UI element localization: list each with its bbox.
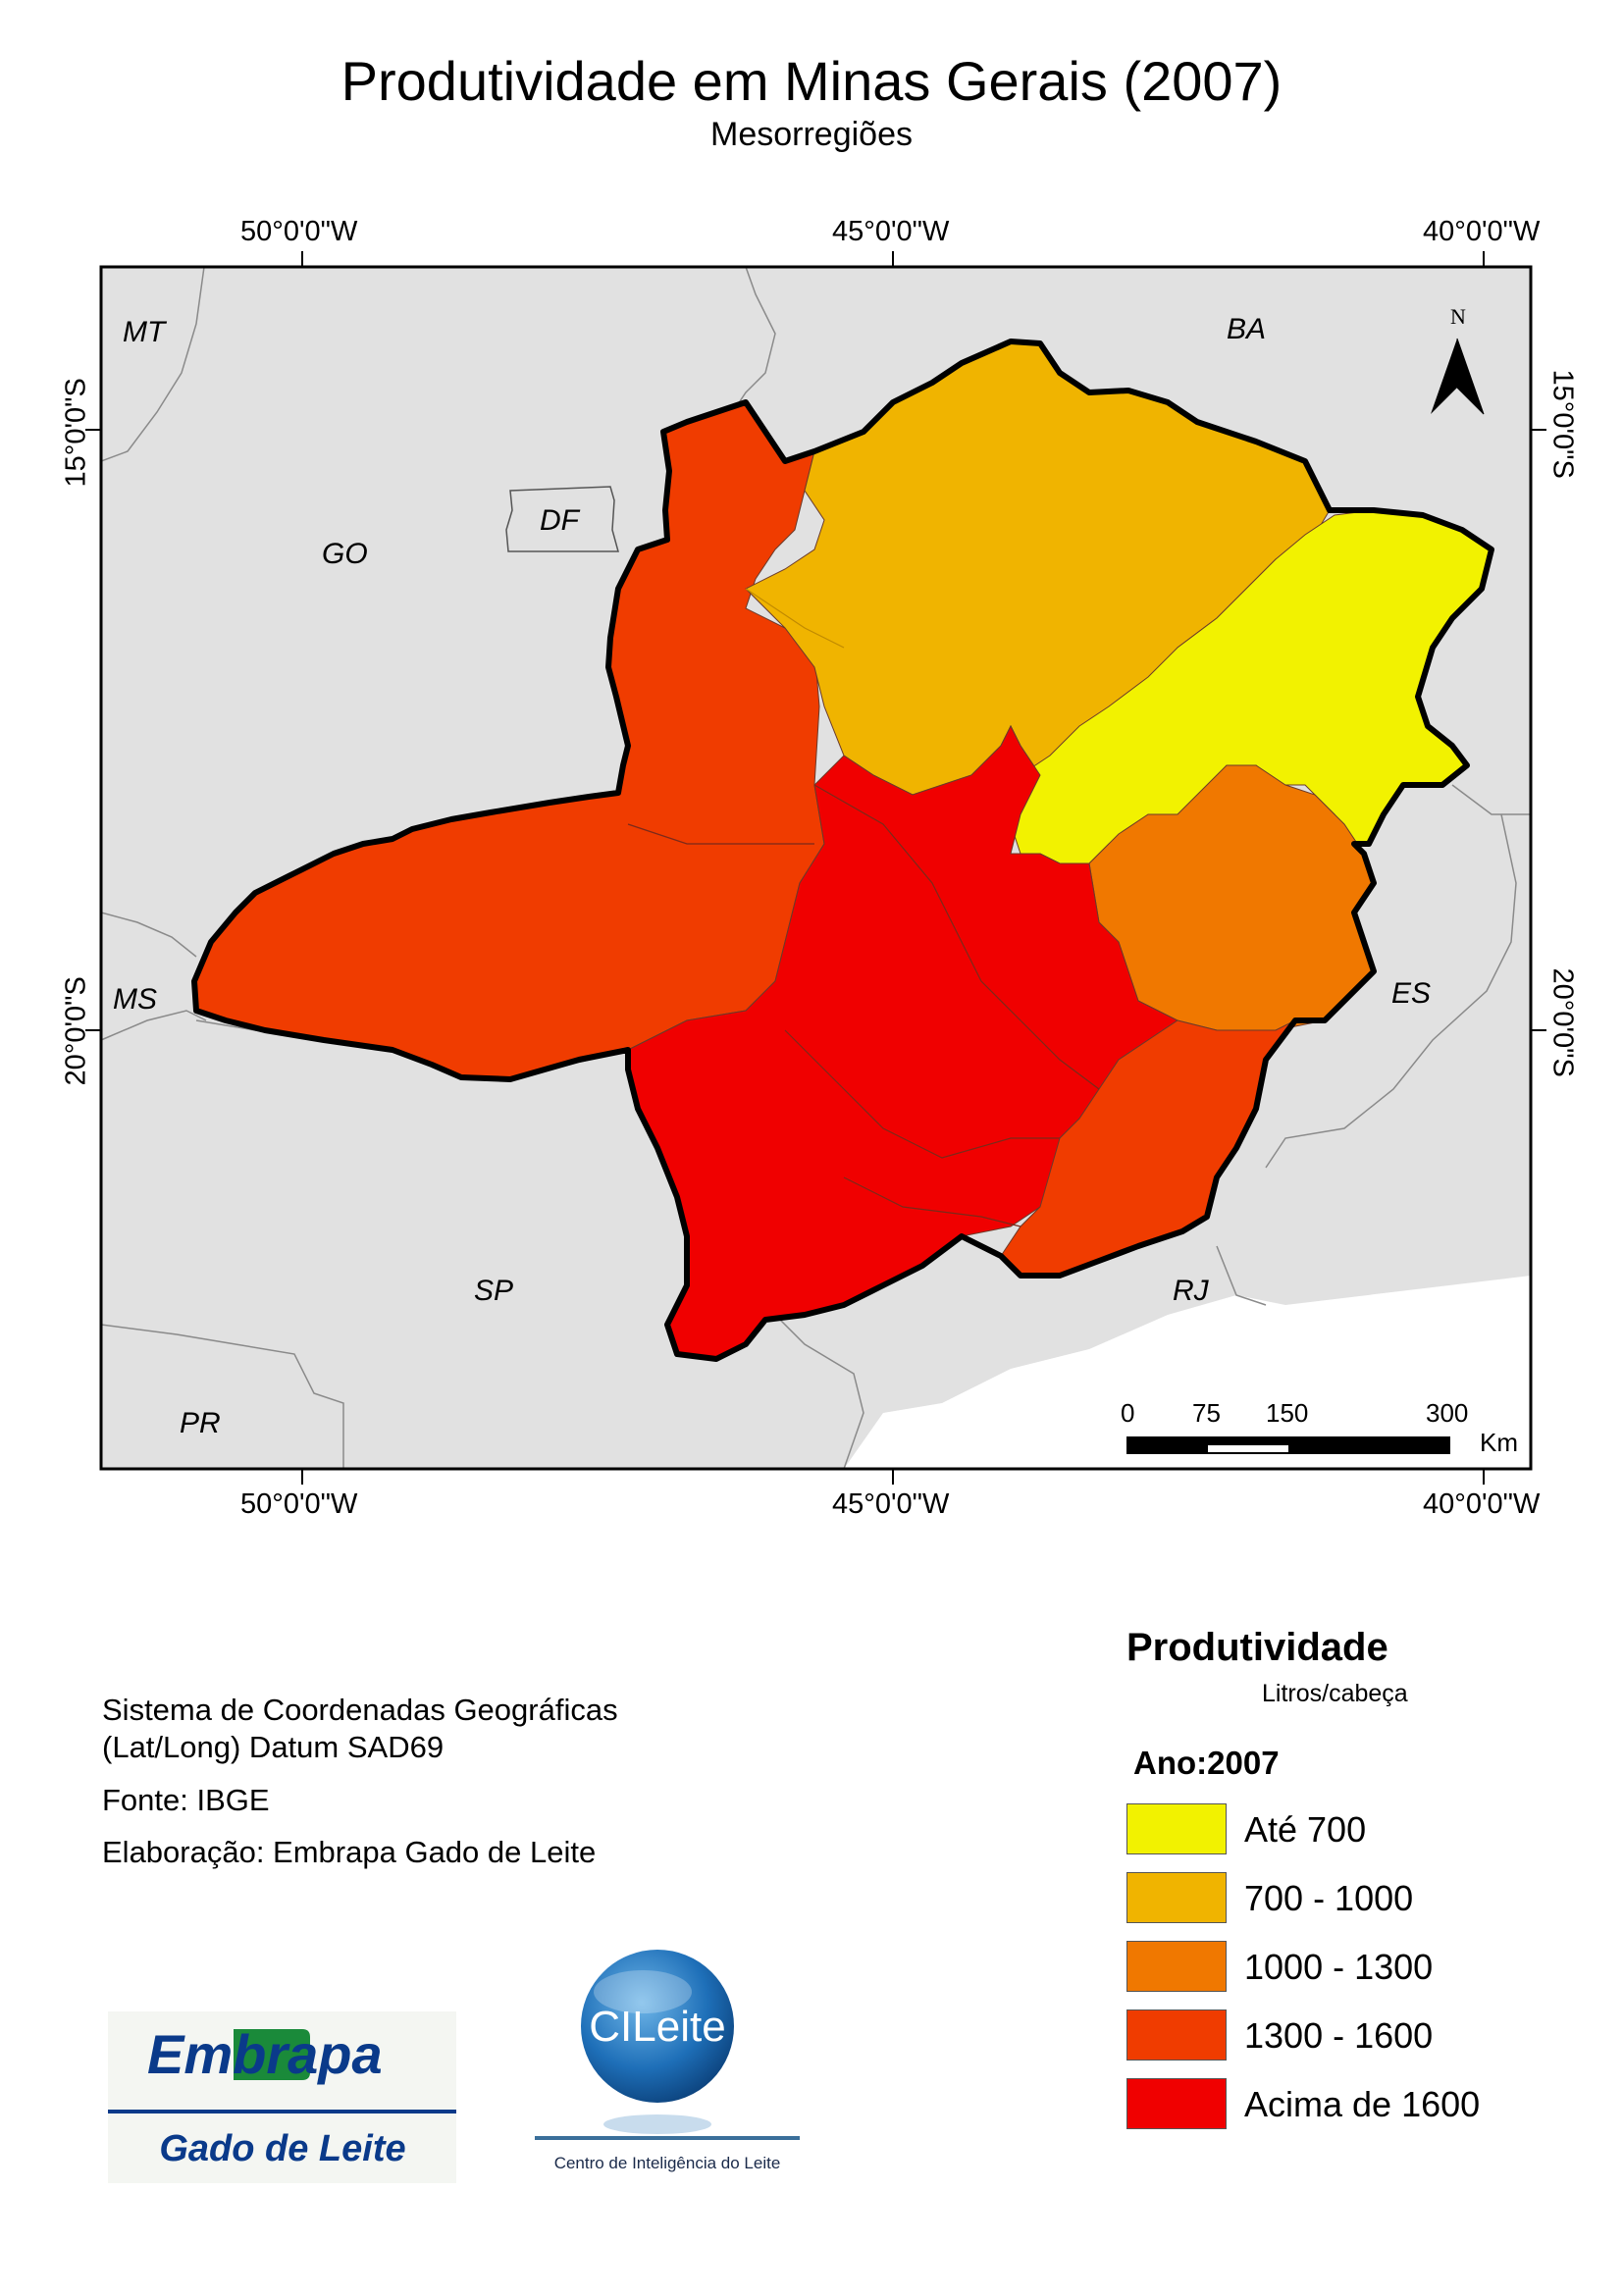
legend-swatch <box>1126 1872 1227 1923</box>
state-label-sp: SP <box>474 1275 513 1307</box>
scale-tick-300: 300 <box>1426 1398 1469 1428</box>
state-label-mt: MT <box>123 316 168 348</box>
mesoregions <box>193 340 1492 1360</box>
legend-label: Acima de 1600 <box>1244 2084 1481 2124</box>
legend-unit: Litros/cabeça <box>1262 1680 1408 1707</box>
scale-tick-150: 150 <box>1266 1398 1309 1428</box>
cileite-wordmark: CILeite <box>589 2003 725 2051</box>
crs-line-2: (Lat/Long) Datum SAD69 <box>102 1730 445 1764</box>
north-arrow: N <box>1431 304 1485 415</box>
state-label-pr: PR <box>180 1407 221 1439</box>
state-label-es: ES <box>1391 977 1431 1010</box>
df-boundary <box>505 486 619 552</box>
minas-gerais-outline <box>191 339 1494 1362</box>
source-text: Fonte: IBGE <box>102 1783 270 1817</box>
map-frame <box>99 265 1533 1471</box>
ocean-area <box>844 1276 1531 1469</box>
legend-year: Ano:2007 <box>1133 1745 1280 1781</box>
north-arrow-label: N <box>1450 304 1466 329</box>
crs-line-1: Sistema de Coordenadas Geográficas <box>102 1693 618 1727</box>
map-subtitle: Mesorregiões <box>710 116 913 153</box>
embrapa-subtitle: Gado de Leite <box>159 2128 405 2169</box>
scale-bar <box>1126 1436 1450 1454</box>
legend-swatch <box>1126 1803 1227 1854</box>
graticule-bottom-45w: 45°0'0"W <box>832 1488 950 1520</box>
legend-label: 1000 - 1300 <box>1244 1947 1434 1987</box>
map-title: Produtividade em Minas Gerais (2007) <box>340 50 1283 112</box>
credit-text: Elaboração: Embrapa Gado de Leite <box>102 1835 597 1869</box>
legend-title: Produtividade <box>1126 1626 1388 1669</box>
state-label-rj: RJ <box>1173 1275 1210 1307</box>
legend-swatch <box>1126 1941 1227 1992</box>
cileite-logo: CILeite Centro de Inteligência do Leite <box>535 1946 800 2172</box>
scale-unit: Km <box>1480 1428 1518 1457</box>
scale-tick-0: 0 <box>1121 1398 1135 1428</box>
state-label-ms: MS <box>113 983 157 1016</box>
graticule-bottom-50w: 50°0'0"W <box>240 1488 358 1520</box>
legend-swatch <box>1126 2078 1227 2129</box>
graticule-top-40w: 40°0'0"W <box>1423 216 1541 247</box>
legend-label: 1300 - 1600 <box>1244 2015 1434 2056</box>
map-figure: MT BA GO DF MS ES SP RJ PR N <box>85 251 1546 1485</box>
embrapa-logo: Embrapa Gado de Leite <box>108 2011 456 2183</box>
state-label-df: DF <box>540 504 581 537</box>
embrapa-wordmark: Embrapa <box>147 2023 383 2085</box>
legend-label: Até 700 <box>1244 1809 1367 1850</box>
graticule-ticks <box>85 251 1546 1485</box>
north-arrow-icon <box>1431 339 1457 414</box>
legend-swatch <box>1126 2009 1227 2061</box>
legend-label: 700 - 1000 <box>1244 1878 1414 1918</box>
graticule-top-45w: 45°0'0"W <box>832 216 950 247</box>
graticule-bottom-40w: 40°0'0"W <box>1423 1488 1541 1520</box>
state-label-ba: BA <box>1227 313 1266 345</box>
scale-tick-75: 75 <box>1192 1398 1221 1428</box>
cileite-caption: Centro de Inteligência do Leite <box>554 2154 781 2172</box>
graticule-top-50w: 50°0'0"W <box>240 216 358 247</box>
state-label-go: GO <box>322 538 368 570</box>
